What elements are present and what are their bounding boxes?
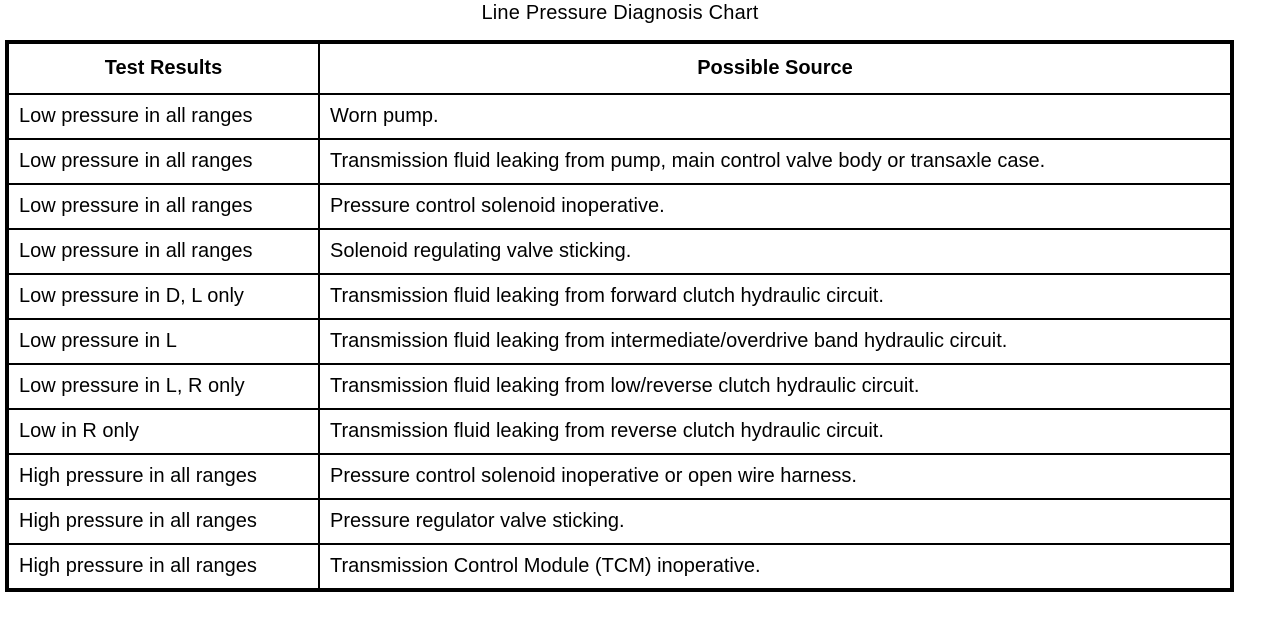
column-header-possible-source: Possible Source <box>318 41 1233 95</box>
test-result-cell: Low pressure in L, R only <box>6 363 320 410</box>
possible-source-cell: Transmission fluid leaking from intermed… <box>318 318 1233 365</box>
table-row: Low pressure in L Transmission fluid leak… <box>6 318 1233 365</box>
table-body: Low pressure in all ranges Worn pump. Low … <box>6 93 1233 591</box>
table-row: Low pressure in all ranges Transmission f… <box>6 138 1233 185</box>
table-row: Low in R only Transmission fluid leaking … <box>6 408 1233 455</box>
page-title: Line Pressure Diagnosis Chart <box>481 2 759 24</box>
table-row: Low pressure in all ranges Pressure contr… <box>6 183 1233 230</box>
possible-source-cell: Pressure control solenoid inoperative. <box>318 183 1233 230</box>
test-result-cell: Low pressure in all ranges <box>6 93 320 140</box>
column-header-test-results: Test Results <box>6 41 320 95</box>
table-row: High pressure in all ranges Transmission … <box>6 543 1233 591</box>
possible-source-cell: Pressure regulator valve sticking. <box>318 498 1233 545</box>
table-row: High pressure in all ranges Pressure cont… <box>6 453 1233 500</box>
possible-source-cell: Transmission Control Module (TCM) inoper… <box>318 543 1233 591</box>
table-row: Low pressure in all ranges Worn pump. <box>6 93 1233 140</box>
table-header: Test Results Possible Source <box>6 41 1233 95</box>
possible-source-cell: Transmission fluid leaking from forward … <box>318 273 1233 320</box>
possible-source-cell: Transmission fluid leaking from reverse … <box>318 408 1233 455</box>
table-row: Low pressure in D, L only Transmission fl… <box>6 273 1233 320</box>
header-row: Test Results Possible Source <box>6 41 1233 95</box>
test-result-cell: High pressure in all ranges <box>6 543 320 591</box>
diagnosis-table: Test Results Possible Source Low pressur… <box>5 40 1234 592</box>
table-row: Low pressure in L, R only Transmission fl… <box>6 363 1233 410</box>
possible-source-cell: Worn pump. <box>318 93 1233 140</box>
test-result-cell: Low in R only <box>6 408 320 455</box>
test-result-cell: High pressure in all ranges <box>6 498 320 545</box>
test-result-cell: Low pressure in L <box>6 318 320 365</box>
test-result-cell: Low pressure in D, L only <box>6 273 320 320</box>
possible-source-cell: Transmission fluid leaking from low/reve… <box>318 363 1233 410</box>
test-result-cell: High pressure in all ranges <box>6 453 320 500</box>
test-result-cell: Low pressure in all ranges <box>6 138 320 185</box>
test-result-cell: Low pressure in all ranges <box>6 228 320 275</box>
table-row: Low pressure in all ranges Solenoid regul… <box>6 228 1233 275</box>
possible-source-cell: Transmission fluid leaking from pump, ma… <box>318 138 1233 185</box>
possible-source-cell: Solenoid regulating valve sticking. <box>318 228 1233 275</box>
possible-source-cell: Pressure control solenoid inoperative or… <box>318 453 1233 500</box>
table-row: High pressure in all ranges Pressure regu… <box>6 498 1233 545</box>
test-result-cell: Low pressure in all ranges <box>6 183 320 230</box>
